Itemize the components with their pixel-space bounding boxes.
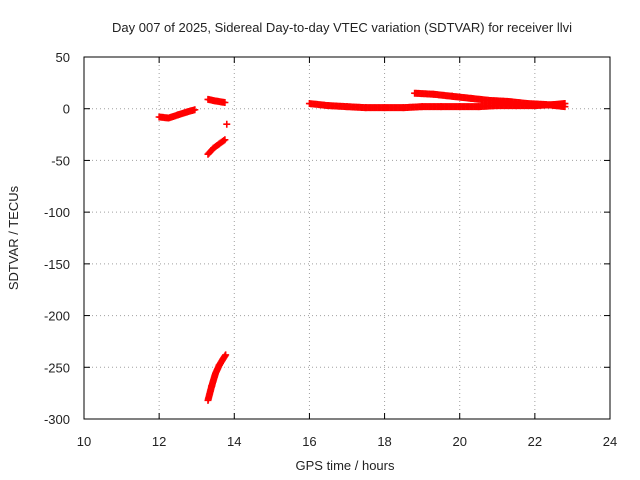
axis-ticks: 10 12 14 16 18 20 22 24 -300 -250 -200 -150 -100 -50 0… xyxy=(44,50,617,449)
data-marks xyxy=(155,89,569,404)
data-point xyxy=(222,351,230,359)
data-point xyxy=(221,136,229,144)
y-tick-label: -150 xyxy=(44,257,70,272)
chart-title: Day 007 of 2025, Sidereal Day-to-day VTE… xyxy=(112,20,572,35)
x-tick-label: 14 xyxy=(227,434,241,449)
data-point xyxy=(221,99,229,107)
y-tick-label: 0 xyxy=(63,102,70,117)
x-tick-label: 24 xyxy=(603,434,617,449)
grid-lines xyxy=(84,57,610,419)
y-tick-label: 50 xyxy=(56,50,70,65)
y-tick-label: -300 xyxy=(44,412,70,427)
y-tick-label: -250 xyxy=(44,360,70,375)
plot-frame xyxy=(83,56,611,420)
x-tick-label: 20 xyxy=(452,434,466,449)
x-tick-label: 10 xyxy=(77,434,91,449)
x-axis-label: GPS time / hours xyxy=(296,458,395,473)
x-tick-label: 12 xyxy=(152,434,166,449)
x-tick-label: 22 xyxy=(528,434,542,449)
data-point xyxy=(223,120,231,128)
y-axis-label: SDTVAR / TECUs xyxy=(6,185,21,290)
data-point xyxy=(561,103,569,111)
data-point xyxy=(191,106,199,114)
y-tick-label: -50 xyxy=(51,153,70,168)
y-tick-label: -200 xyxy=(44,309,70,324)
x-tick-label: 16 xyxy=(302,434,316,449)
y-tick-label: -100 xyxy=(44,205,70,220)
data-point xyxy=(220,137,228,145)
x-tick-label: 18 xyxy=(377,434,391,449)
